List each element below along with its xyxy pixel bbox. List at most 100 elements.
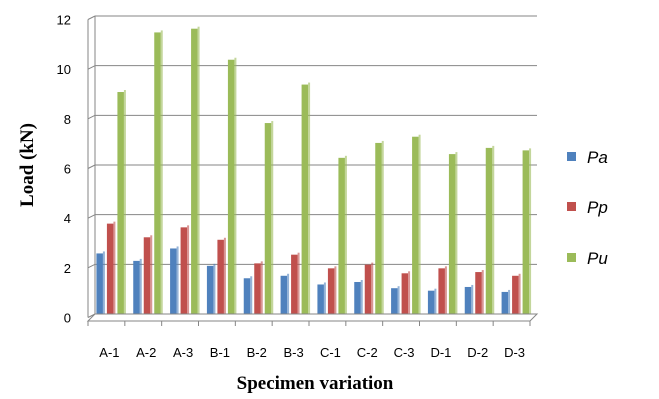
bar-side	[102, 251, 105, 318]
bar-side	[139, 258, 142, 318]
y-tick-label: 2	[64, 261, 71, 276]
x-tick-label: D-2	[467, 345, 488, 360]
legend-label-pa: Pa	[587, 148, 608, 167]
bar-side	[113, 221, 116, 318]
bar-side	[297, 252, 300, 318]
legend-swatch-pp	[567, 202, 576, 211]
y-tick-mark	[87, 15, 96, 20]
bar-side	[323, 282, 326, 318]
bar-pp	[512, 275, 519, 318]
legend-label-pu: Pu	[587, 249, 608, 268]
bar-pu	[154, 32, 161, 319]
bar-pp	[180, 227, 188, 318]
x-tick-label: A-2	[136, 345, 156, 360]
bar-pa	[280, 275, 288, 318]
x-axis-floor	[86, 313, 539, 322]
legend-swatch-pu	[567, 253, 576, 262]
bar-side	[150, 235, 153, 318]
bar-pa	[243, 278, 251, 318]
bars	[96, 26, 532, 319]
bar-side	[397, 286, 400, 318]
bar-side	[187, 225, 190, 318]
bar-pp	[364, 264, 372, 318]
bar-side	[529, 148, 532, 318]
bar-pp	[254, 263, 261, 318]
bar-pp	[401, 273, 409, 318]
y-tick-mark	[87, 164, 96, 169]
bar-side	[334, 266, 337, 318]
bar-side	[418, 134, 421, 318]
bar-pu	[375, 142, 382, 318]
bar-pu	[227, 59, 235, 318]
bar-side	[444, 266, 447, 318]
legend: Pa Pp Pu	[567, 148, 608, 268]
bar-pu	[485, 147, 493, 318]
bar-side	[308, 82, 311, 318]
x-tick-label: D-3	[504, 345, 525, 360]
bar-pa	[354, 281, 361, 318]
bar-pp	[217, 239, 224, 318]
bar-side	[360, 279, 363, 318]
bar-pu	[191, 28, 198, 319]
bar-pu	[264, 123, 272, 318]
y-axis-title: Load (kN)	[17, 123, 38, 207]
legend-swatch-pa	[567, 152, 576, 161]
bar-side	[408, 271, 411, 318]
y-tick-mark	[87, 263, 96, 269]
bar-pu	[117, 92, 124, 319]
y-tick-label: 10	[57, 62, 71, 77]
bar-side	[176, 246, 179, 318]
bar-pa	[391, 288, 398, 318]
bar-side	[160, 30, 163, 319]
y-tick-labels: 0 2 4 6 8 10 12	[57, 13, 71, 326]
x-axis-title: Specimen variation	[237, 373, 394, 394]
bar-side	[344, 155, 347, 318]
y-tick-label: 8	[64, 112, 71, 127]
y-tick-label: 6	[64, 162, 71, 177]
y-tick-label: 0	[64, 311, 71, 326]
y-tick-label: 12	[57, 13, 71, 28]
bar-side	[234, 57, 237, 318]
bar-pa	[427, 290, 435, 318]
bar-side	[434, 288, 437, 318]
bar-pu	[338, 157, 345, 318]
bar-pu	[301, 84, 309, 318]
y-tick-mark	[87, 114, 96, 120]
bar-side	[260, 261, 263, 318]
bar-pa	[464, 286, 472, 318]
bar-pa	[317, 284, 324, 318]
x-tick-label: D-1	[430, 345, 451, 360]
bar-pu	[412, 136, 419, 318]
bar-pa	[501, 291, 509, 318]
y-tick-mark	[87, 214, 96, 219]
bar-side	[197, 26, 200, 319]
x-tick-label: B-2	[247, 345, 267, 360]
bar-side	[518, 273, 521, 318]
bar-side	[471, 284, 474, 318]
bar-side	[271, 121, 274, 318]
bar-side	[371, 262, 374, 318]
bar-pp	[291, 254, 298, 318]
bar-pa	[133, 260, 140, 318]
x-tick-labels: A-1 A-2 A-3 B-1 B-2 B-3 C-1 C-2 C-3 D-1 D-2 D-3	[99, 345, 525, 360]
x-tick-label: C-3	[394, 345, 415, 360]
bar-pp	[475, 272, 482, 318]
bar-pa	[170, 248, 177, 318]
bar-side	[455, 152, 458, 318]
bar-side	[481, 270, 484, 318]
y-tick-mark	[87, 65, 96, 70]
y-tick-label: 4	[64, 211, 71, 226]
bar-side	[381, 140, 384, 318]
bar-pa	[96, 253, 103, 318]
bar-side	[223, 237, 226, 318]
bar-pu	[522, 150, 530, 318]
x-tick-label: A-3	[173, 345, 193, 360]
bar-side	[508, 289, 511, 318]
x-tick-label: A-1	[99, 345, 119, 360]
x-tick-label: C-2	[357, 345, 378, 360]
bar-pu	[448, 154, 456, 318]
bar-side	[123, 90, 126, 319]
bar-pp	[106, 223, 114, 318]
bar-pp	[327, 268, 335, 318]
